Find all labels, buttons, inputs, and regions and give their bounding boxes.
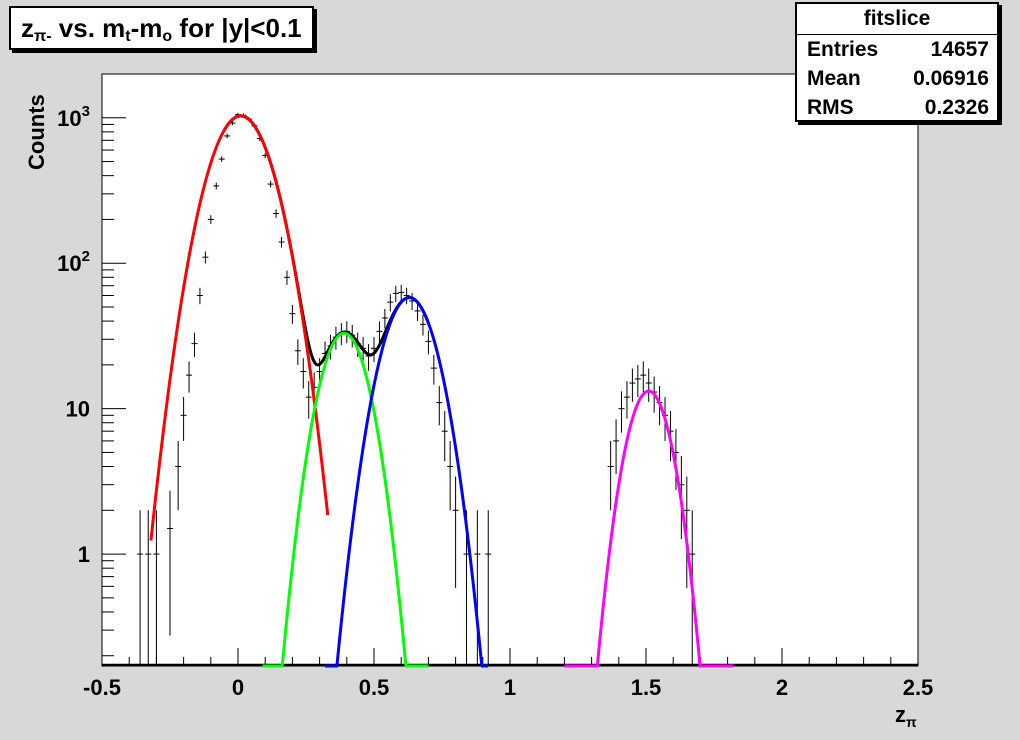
x-tick-label: 0.5 bbox=[359, 675, 390, 700]
data-point bbox=[387, 294, 394, 312]
data-point bbox=[398, 284, 405, 301]
data-point bbox=[305, 381, 312, 419]
fit-red bbox=[149, 114, 330, 541]
title-subscript: π- bbox=[34, 28, 52, 45]
data-point bbox=[273, 209, 280, 218]
plot-frame bbox=[101, 73, 919, 667]
title-part: -m bbox=[130, 13, 163, 43]
y-axis-label: Counts bbox=[24, 94, 49, 170]
data-point bbox=[267, 180, 274, 188]
stats-label: Entries bbox=[807, 38, 879, 61]
data-point bbox=[634, 364, 641, 398]
data-point bbox=[145, 510, 152, 666]
y-tick-label: 10 bbox=[66, 397, 90, 422]
data-point bbox=[283, 270, 290, 285]
data-point bbox=[202, 251, 209, 264]
stats-row-entries: Entries 14657 bbox=[797, 35, 997, 64]
x-tick-label: 0 bbox=[232, 675, 244, 700]
tick-labels: -0.5 0 0.5 1 1.5 2 2.5 1 10 102 103 bbox=[57, 103, 933, 700]
chart-title: zπ- vs. mt-mo for |y|<0.1 bbox=[9, 6, 314, 50]
data-point bbox=[645, 368, 652, 402]
data-point bbox=[618, 391, 625, 433]
data-point bbox=[196, 287, 203, 305]
stats-box: fitslice Entries 14657 Mean 0.06916 RMS … bbox=[795, 2, 999, 122]
x-axis-label: zπ bbox=[895, 702, 917, 730]
data-point bbox=[414, 302, 421, 321]
x-tick-label: 2 bbox=[776, 675, 788, 700]
stats-value: 0.06916 bbox=[913, 67, 989, 90]
data-point bbox=[218, 156, 225, 162]
data-point bbox=[224, 133, 231, 139]
data-point bbox=[175, 440, 182, 511]
data-point bbox=[213, 182, 220, 190]
data-point bbox=[376, 321, 383, 344]
x-tick-label: 2.5 bbox=[903, 675, 934, 700]
data-point bbox=[419, 314, 426, 336]
title-subscript: t bbox=[125, 28, 131, 45]
data-point bbox=[623, 381, 630, 419]
data-point bbox=[137, 510, 144, 666]
stats-row-mean: Mean 0.06916 bbox=[797, 64, 997, 93]
data-point bbox=[167, 490, 173, 636]
stats-label: Mean bbox=[807, 67, 861, 90]
data-point bbox=[441, 410, 448, 462]
data-point bbox=[180, 397, 187, 441]
stats-value: 0.2326 bbox=[924, 96, 989, 119]
data-point bbox=[381, 308, 388, 329]
stats-title: fitslice bbox=[797, 4, 997, 35]
title-part: for |y|<0.1 bbox=[172, 13, 302, 43]
data-point bbox=[153, 510, 160, 666]
data-point bbox=[294, 339, 301, 365]
x-tick-label: -0.5 bbox=[83, 675, 121, 700]
fit-curves bbox=[149, 114, 734, 668]
data-point bbox=[278, 236, 285, 248]
data-point bbox=[629, 368, 636, 402]
data-point bbox=[452, 476, 459, 588]
y-tick-label: 103 bbox=[57, 103, 90, 131]
x-tick-label: 1 bbox=[504, 675, 516, 700]
data-point bbox=[186, 361, 193, 393]
data-point bbox=[485, 510, 492, 666]
data-point bbox=[474, 510, 481, 666]
data-point bbox=[392, 285, 399, 302]
data-point bbox=[607, 440, 614, 511]
data-point bbox=[613, 419, 620, 475]
data-point bbox=[436, 385, 443, 426]
data-point bbox=[430, 355, 437, 385]
title-part: vs. m bbox=[51, 13, 126, 43]
data-point bbox=[191, 332, 198, 357]
y-tick-label: 102 bbox=[57, 248, 90, 276]
data-point bbox=[447, 440, 454, 511]
data-point bbox=[207, 215, 214, 225]
title-subscript: o bbox=[162, 28, 173, 45]
stats-label: RMS bbox=[807, 96, 854, 119]
data-point bbox=[403, 287, 410, 305]
stats-row-rms: RMS 0.2326 bbox=[797, 93, 997, 122]
x-tick-label: 1.5 bbox=[631, 675, 662, 700]
data-point bbox=[289, 304, 296, 324]
stats-value: 14657 bbox=[930, 38, 989, 61]
data-point bbox=[640, 361, 647, 393]
data-point bbox=[425, 330, 432, 355]
data-point bbox=[300, 358, 307, 389]
fit-magenta bbox=[564, 389, 734, 668]
y-tick-label: 1 bbox=[78, 542, 90, 567]
fit-blue bbox=[325, 296, 489, 668]
fit-green bbox=[262, 331, 429, 668]
title-part: z bbox=[21, 13, 34, 43]
axis-ticks bbox=[101, 73, 919, 666]
